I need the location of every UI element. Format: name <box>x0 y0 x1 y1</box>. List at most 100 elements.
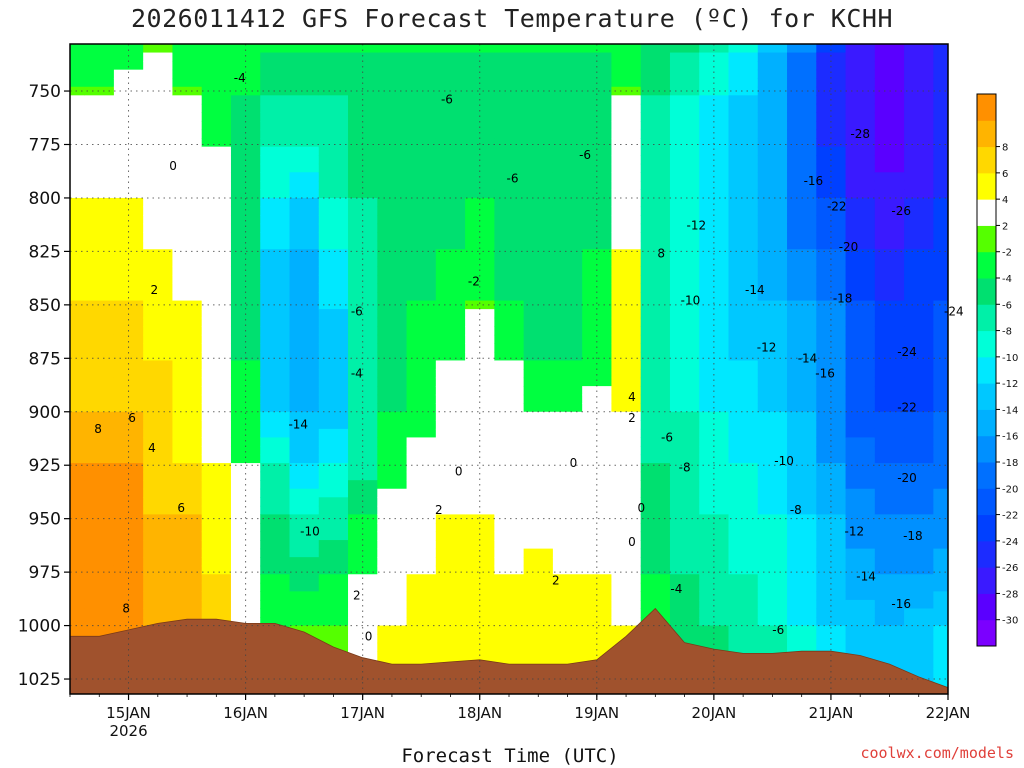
temperature-cell <box>845 95 876 105</box>
temperature-cell <box>230 197 261 208</box>
temperature-cell <box>874 522 905 533</box>
temperature-cell <box>143 386 174 396</box>
temperature-cell <box>289 565 320 575</box>
temperature-cell <box>640 180 671 190</box>
temperature-cell <box>787 69 817 79</box>
temperature-cell <box>435 52 466 62</box>
temperature-cell <box>143 146 174 156</box>
colorbar-swatch <box>977 409 996 437</box>
temperature-cell <box>435 557 466 567</box>
colorbar-label: 2 <box>1002 221 1008 232</box>
temperature-cell <box>260 420 291 430</box>
temperature-cell <box>874 377 905 387</box>
temperature-cell <box>669 565 700 575</box>
temperature-cell <box>70 394 86 404</box>
temperature-cell <box>787 317 817 327</box>
temperature-cell <box>757 634 788 644</box>
temperature-cell <box>348 437 378 447</box>
temperature-cell <box>230 582 261 592</box>
temperature-cell <box>84 78 115 88</box>
temperature-cell <box>435 206 466 216</box>
temperature-cell <box>172 326 203 336</box>
temperature-cell <box>201 608 232 618</box>
temperature-cell <box>84 574 115 584</box>
temperature-cell <box>84 411 115 421</box>
temperature-cell <box>494 300 525 310</box>
temperature-cell <box>143 394 174 404</box>
temperature-cell <box>816 69 847 79</box>
temperature-cell <box>904 300 934 310</box>
temperature-cell <box>552 334 583 344</box>
temperature-cell <box>435 292 466 302</box>
temperature-cell <box>348 146 378 156</box>
temperature-cell <box>933 574 948 584</box>
temperature-cell <box>611 103 642 114</box>
temperature-cell <box>230 129 261 139</box>
temperature-cell <box>406 129 437 139</box>
temperature-cell <box>143 240 174 250</box>
temperature-cell <box>289 557 320 567</box>
temperature-cell <box>552 223 583 233</box>
temperature-cell <box>728 197 759 208</box>
temperature-cell <box>757 249 788 259</box>
temperature-cell <box>582 61 613 71</box>
temperature-cell <box>728 215 759 225</box>
temperature-cell <box>494 540 525 550</box>
colorbar-swatch <box>977 304 996 332</box>
temperature-cell <box>406 274 437 285</box>
temperature-cell <box>201 180 232 190</box>
temperature-cell <box>933 480 948 490</box>
temperature-cell <box>582 120 613 131</box>
temperature-cell <box>84 386 115 396</box>
temperature-cell <box>816 334 847 344</box>
y-tick-label: 825 <box>29 242 61 262</box>
temperature-cell <box>845 574 876 584</box>
temperature-cell <box>552 608 583 618</box>
temperature-cell <box>289 78 320 88</box>
temperature-cell <box>465 369 495 379</box>
temperature-cell <box>933 591 948 601</box>
temperature-cell <box>201 232 232 242</box>
colorbar-frame <box>976 93 997 647</box>
temperature-cell <box>669 326 700 336</box>
temperature-cell <box>113 445 144 456</box>
temperature-cell <box>552 411 583 421</box>
temperature-cell <box>816 437 847 447</box>
temperature-cell <box>523 163 554 173</box>
temperature-cell <box>611 95 642 105</box>
temperature-cell <box>845 531 876 541</box>
temperature-cell <box>728 292 759 302</box>
temperature-cell <box>435 471 466 481</box>
temperature-cell <box>552 540 583 550</box>
temperature-cell <box>406 249 437 259</box>
temperature-cell <box>260 317 291 327</box>
temperature-cell <box>904 283 934 293</box>
temperature-cell <box>611 411 642 421</box>
temperature-cell <box>201 497 232 507</box>
temperature-cell <box>172 283 203 293</box>
temperature-cell <box>757 642 788 652</box>
temperature-cell <box>699 44 730 54</box>
temperature-cell <box>523 155 554 165</box>
temperature-cell <box>845 557 876 567</box>
temperature-cell <box>318 240 349 250</box>
temperature-cell <box>787 351 817 362</box>
temperature-cell <box>348 138 378 148</box>
temperature-cell <box>260 129 291 139</box>
temperature-cell <box>552 163 583 173</box>
temperature-cell <box>289 197 320 208</box>
temperature-cell <box>728 565 759 575</box>
temperature-cell <box>172 582 203 592</box>
temperature-cell <box>611 599 642 610</box>
contour-label: -18 <box>903 529 923 543</box>
temperature-cell <box>582 505 613 515</box>
temperature-cell <box>435 129 466 139</box>
temperature-cell <box>318 155 349 165</box>
temperature-cell <box>787 232 817 242</box>
temperature-cell <box>201 480 232 490</box>
temperature-cell <box>669 411 700 421</box>
temperature-cell <box>874 360 905 370</box>
temperature-cell <box>552 95 583 105</box>
contour-label: -18 <box>833 291 853 305</box>
temperature-cell <box>640 522 671 533</box>
